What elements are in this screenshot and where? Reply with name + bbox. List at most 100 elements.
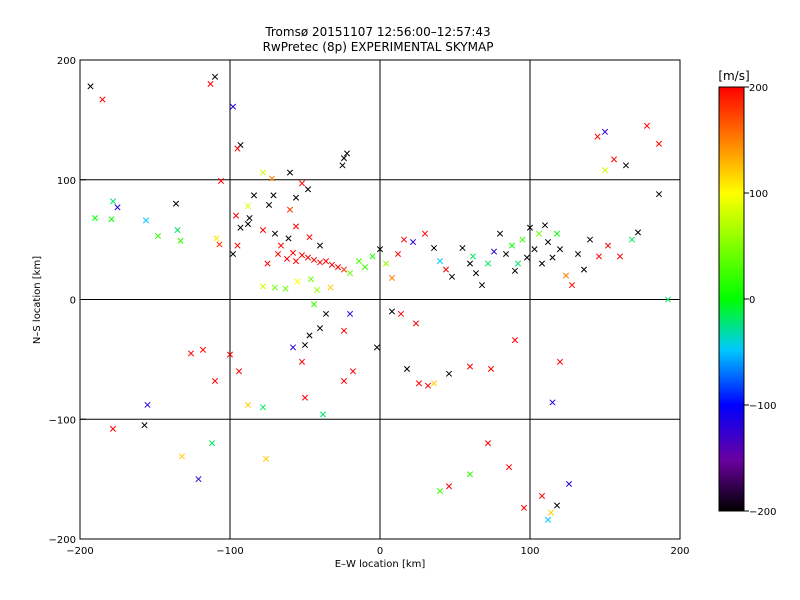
data-point-cross	[568, 282, 576, 289]
data-point-cross	[349, 368, 357, 375]
data-point-cross	[259, 283, 267, 290]
data-point-cross	[586, 236, 594, 243]
data-point-cross	[283, 255, 291, 262]
data-point-cross	[388, 308, 396, 315]
data-point-cross	[322, 258, 330, 265]
data-point-cross	[292, 194, 300, 201]
data-point-cross	[511, 337, 519, 344]
y-tick-label: −100	[49, 415, 76, 426]
data-point-cross	[316, 259, 324, 266]
data-point-cross	[523, 254, 531, 261]
data-point-cross	[655, 191, 663, 198]
y-tick-label: 100	[57, 176, 76, 187]
data-point-cross	[484, 260, 492, 267]
data-point-cross	[229, 250, 237, 258]
x-tick-label: −100	[216, 546, 243, 557]
data-point-cross	[289, 249, 297, 256]
x-axis-ticks: −200 −100 0 100 200	[66, 533, 690, 557]
data-point-cross	[403, 365, 411, 373]
data-point-cross	[174, 226, 181, 234]
data-point-cross	[412, 320, 420, 327]
data-point-cross	[445, 370, 453, 377]
data-point-cross	[289, 344, 297, 351]
data-point-cross	[334, 264, 342, 271]
data-point-cross	[187, 350, 195, 357]
data-point-cross	[340, 377, 348, 384]
data-point-cross	[519, 236, 526, 243]
data-point-cross	[244, 203, 252, 210]
x-tick-label: −200	[66, 546, 93, 557]
data-point-cross	[643, 122, 651, 129]
y-axis-label: N–S location [km]	[32, 256, 43, 344]
x-tick-label: 0	[377, 546, 383, 557]
data-point-cross	[556, 358, 564, 365]
data-point-cross	[286, 169, 294, 176]
x-tick-label: 200	[670, 546, 689, 557]
data-point-cross	[541, 222, 549, 229]
data-point-cross	[496, 230, 504, 237]
data-point-cross	[469, 253, 477, 260]
data-point-cross	[207, 80, 214, 88]
data-point-cross	[310, 256, 318, 264]
data-point-cross	[472, 270, 480, 277]
data-point-cross	[306, 234, 313, 241]
data-point-cross	[448, 273, 456, 280]
data-point-cross	[484, 440, 492, 447]
data-point-cross	[394, 250, 402, 258]
data-point-cross	[514, 260, 522, 267]
data-point-cross	[327, 284, 334, 291]
data-point-cross	[580, 266, 588, 273]
data-point-cross	[294, 278, 301, 285]
colorbar-unit-label: [m/s]	[718, 69, 749, 83]
data-point-cross	[114, 204, 121, 211]
data-point-cross	[424, 382, 432, 389]
data-point-cross	[301, 394, 309, 401]
data-point-cross	[466, 471, 474, 478]
data-point-cross	[99, 96, 106, 103]
data-point-cross	[234, 242, 241, 249]
data-point-cross	[601, 167, 609, 174]
data-point-cross	[340, 327, 348, 334]
data-point-cross	[244, 401, 252, 408]
data-point-cross	[277, 242, 285, 249]
chart-subtitle: RwPretec (8p) EXPERIMENTAL SKYMAP	[263, 40, 494, 54]
data-point-cross	[553, 230, 561, 237]
data-point-cross	[538, 260, 546, 267]
data-point-cross	[91, 215, 99, 222]
data-point-cross	[604, 242, 612, 249]
data-point-cross	[565, 480, 573, 487]
data-point-cross	[355, 258, 363, 265]
data-point-cross	[298, 358, 306, 365]
data-point-cross	[285, 235, 292, 242]
data-point-cross	[622, 162, 630, 169]
data-point-cross	[531, 246, 538, 253]
data-point-cross	[154, 232, 162, 240]
data-point-cross	[298, 180, 306, 187]
data-point-cross	[301, 341, 309, 349]
data-point-cross	[594, 133, 601, 140]
data-point-cross	[172, 200, 180, 207]
data-point-cross	[549, 399, 556, 406]
y-axis-ticks: −200 −100 0 100 200	[49, 56, 86, 546]
data-point-cross	[346, 310, 354, 317]
data-point-cross	[306, 332, 313, 339]
data-point-cross	[234, 145, 241, 152]
data-point-cross	[382, 260, 390, 267]
data-point-cross	[376, 246, 384, 253]
data-point-cross	[340, 266, 348, 273]
data-point-cross	[211, 377, 219, 384]
data-point-cross	[436, 488, 444, 495]
grid-lines	[80, 60, 680, 539]
colorbar-tick-label: 200	[749, 83, 768, 94]
data-point-cross	[271, 230, 279, 237]
data-point-cross	[144, 401, 151, 408]
data-point-cross	[178, 453, 186, 460]
data-point-cross	[595, 253, 603, 260]
data-point-cross	[397, 310, 405, 317]
data-point-cross	[511, 267, 519, 274]
data-point-cross	[544, 516, 552, 523]
colorbar-ticks: −200 −100 0 100 200	[744, 83, 776, 518]
colorbar-tick-label: 0	[749, 295, 755, 306]
data-point-cross	[466, 363, 474, 370]
data-point-cross	[87, 83, 94, 90]
